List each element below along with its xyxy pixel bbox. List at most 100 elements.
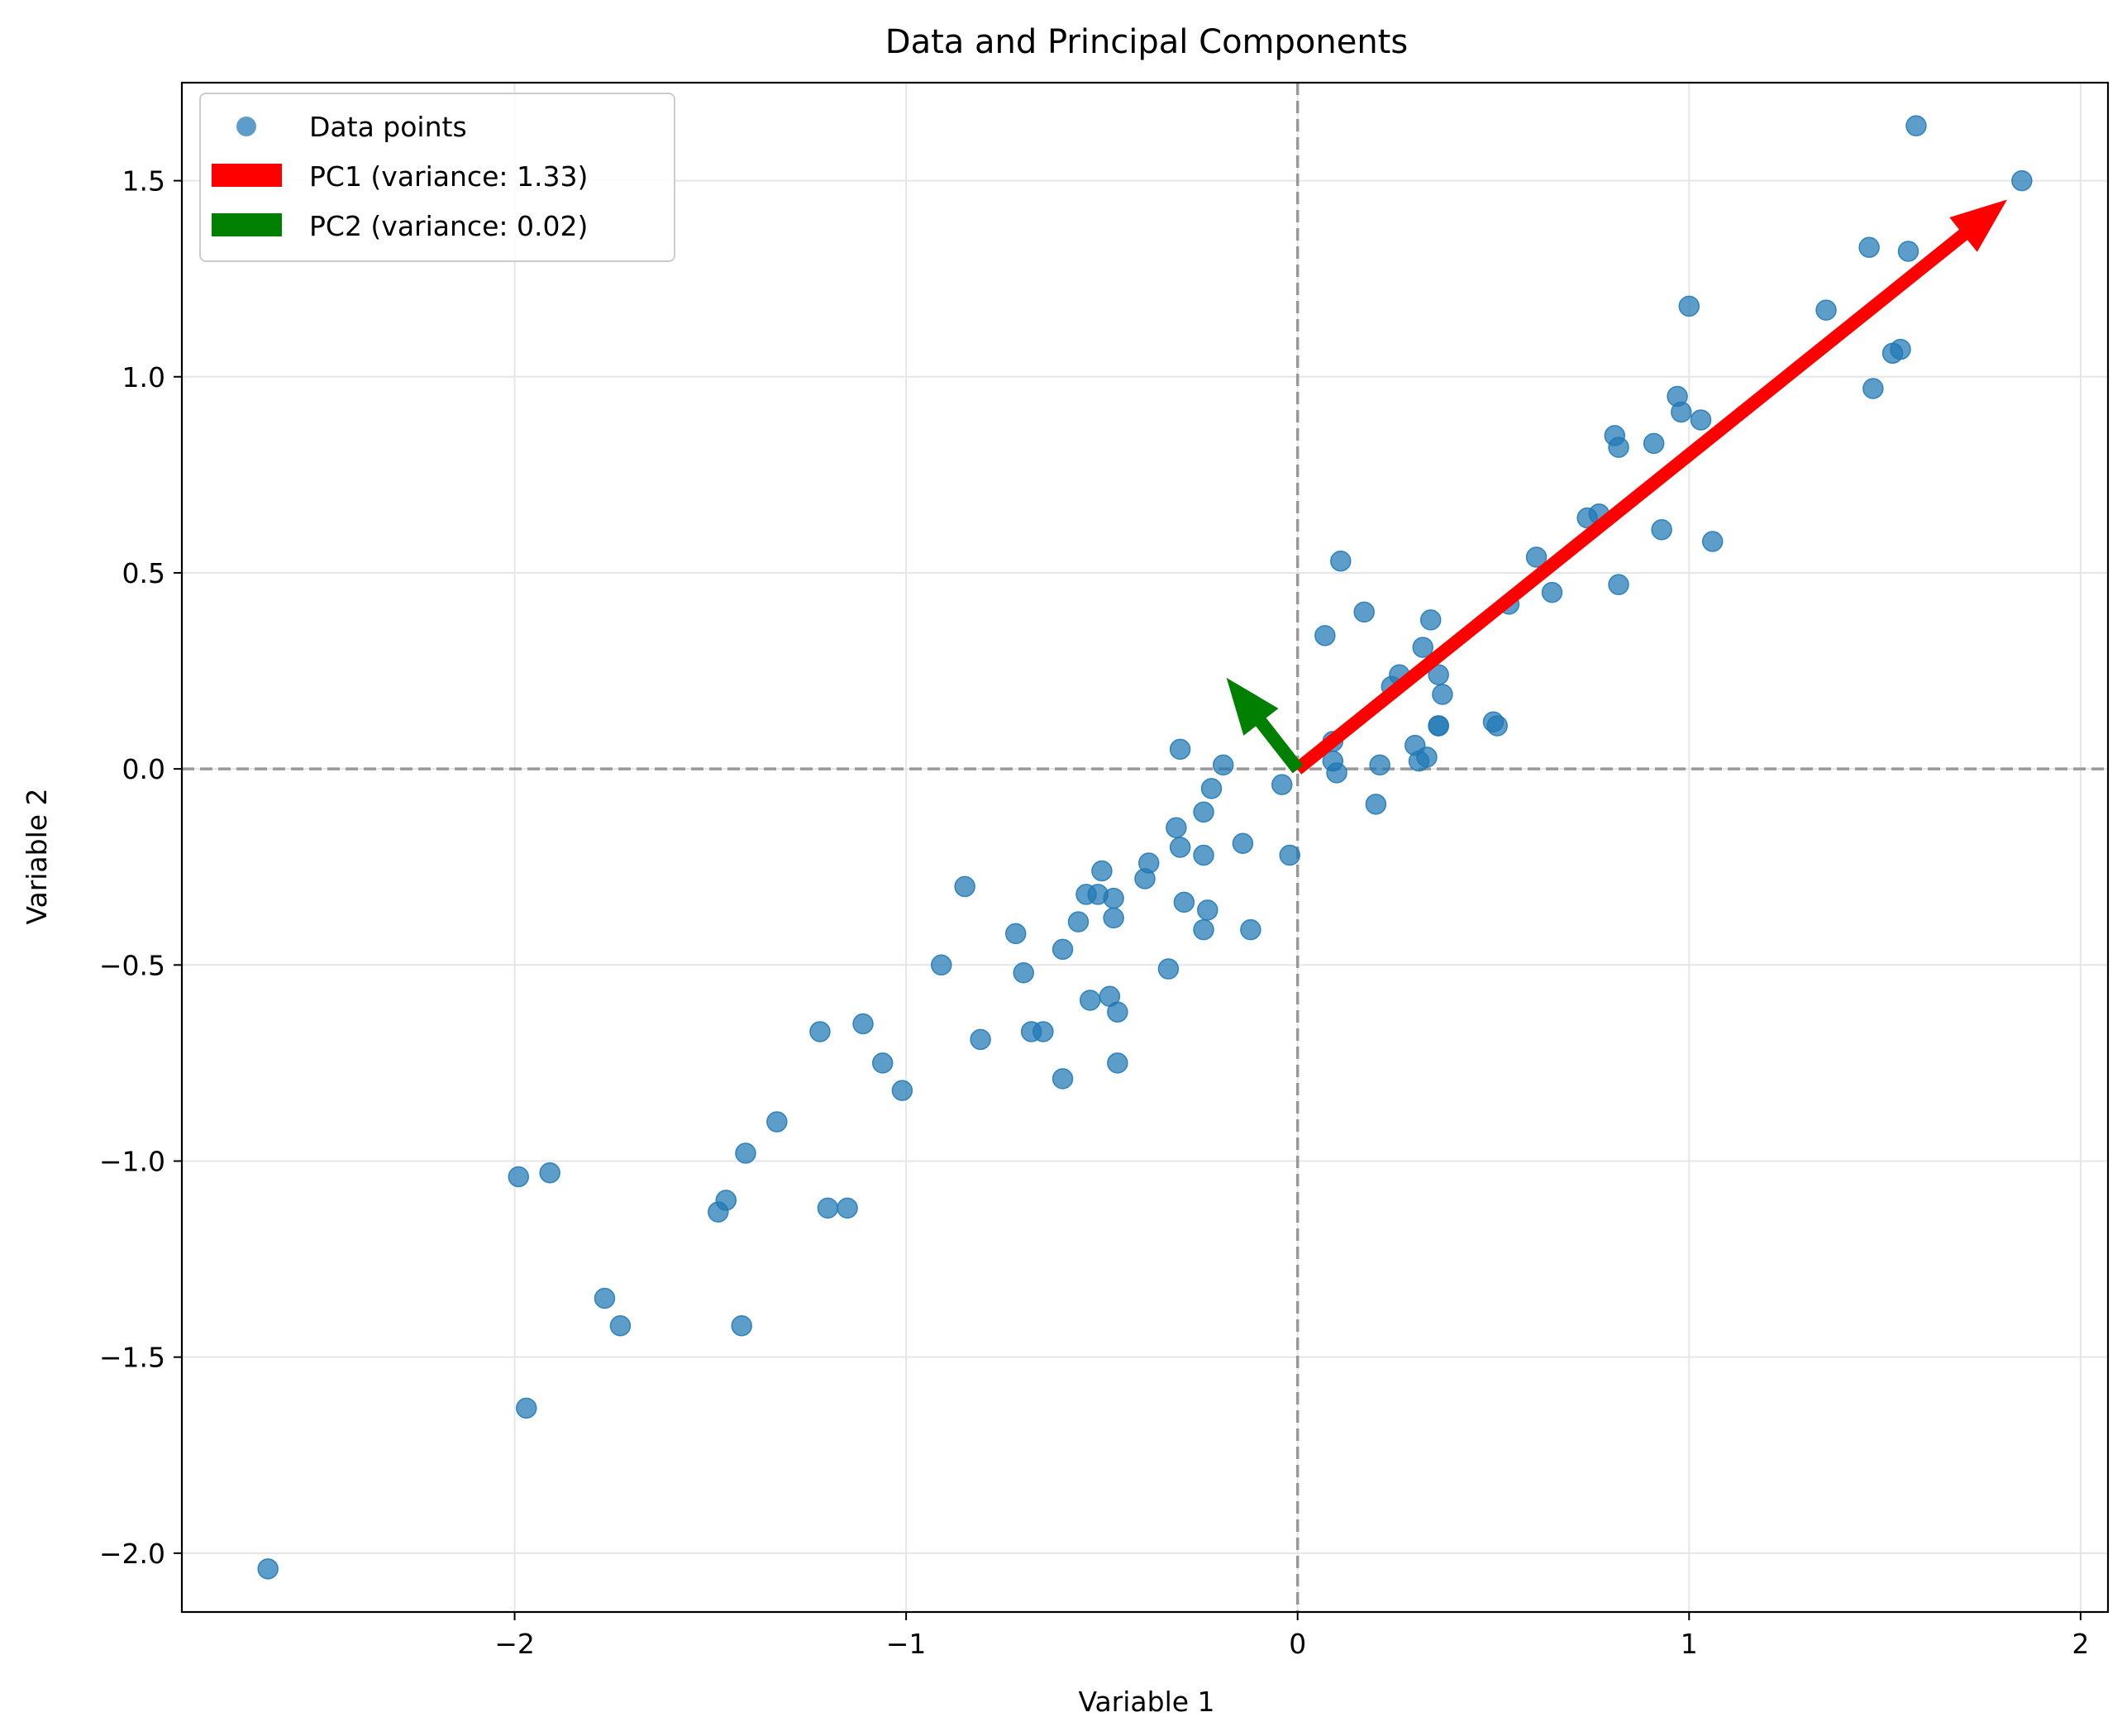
data-point: [837, 1197, 858, 1219]
data-point: [970, 1028, 991, 1051]
legend-label-data-points: Data points: [309, 111, 467, 143]
legend-marker-pc2: [212, 213, 282, 236]
data-point: [1608, 436, 1629, 458]
data-point: [817, 1197, 839, 1219]
data-point: [731, 1314, 752, 1337]
legend: Data points PC1 (variance: 1.33) PC2 (va…: [199, 93, 675, 262]
data-point: [1678, 295, 1700, 317]
data-point: [1212, 754, 1234, 776]
y-tick-label: 1.0: [122, 361, 165, 393]
chart-title: Data and Principal Components: [885, 23, 1408, 61]
data-point: [1193, 918, 1214, 941]
data-point: [1197, 899, 1218, 921]
data-point: [1103, 887, 1124, 909]
plot-frame: [180, 81, 2110, 1614]
data-point: [515, 1397, 537, 1419]
legend-label-pc1: PC1 (variance: 1.33): [309, 160, 588, 193]
data-point: [1033, 1021, 1054, 1042]
data-point: [1193, 844, 1214, 866]
principal-component-arrows: [1226, 199, 2007, 775]
data-point: [1169, 837, 1191, 858]
y-tick-label: −1.5: [99, 1342, 165, 1374]
data-point: [1525, 546, 1548, 568]
y-tick-label: 0.0: [122, 753, 165, 785]
data-point: [1193, 801, 1214, 823]
data-point: [1107, 1052, 1128, 1074]
data-point: [1412, 637, 1433, 658]
data-point: [1897, 241, 1920, 262]
data-point: [1157, 958, 1180, 980]
legend-marker-pc1: [212, 164, 282, 187]
data-point: [1643, 432, 1665, 455]
data-point: [1013, 962, 1034, 984]
data-point: [1091, 860, 1113, 882]
data-point: [1690, 409, 1712, 431]
data-point: [1173, 891, 1195, 913]
y-axis-label: Variable 2: [21, 788, 53, 924]
data-point: [1701, 531, 1724, 552]
data-point: [1651, 519, 1672, 541]
data-point: [1432, 684, 1453, 705]
data-point: [257, 1558, 279, 1580]
data-point: [1271, 774, 1293, 795]
data-point: [1330, 550, 1352, 572]
data-point: [1428, 715, 1449, 737]
legend-label-pc2: PC2 (variance: 0.02): [309, 210, 588, 242]
data-point: [508, 1166, 530, 1188]
data-point: [1815, 299, 1837, 321]
legend-marker-data-points: [236, 117, 256, 136]
data-point: [1416, 746, 1438, 768]
data-point: [1486, 715, 1508, 737]
data-point: [1052, 1068, 1074, 1090]
data-point: [1137, 852, 1160, 874]
data-point: [954, 875, 975, 898]
data-point: [766, 1111, 788, 1133]
data-points: [257, 115, 2033, 1580]
data-point: [1353, 601, 1375, 623]
data-point: [1166, 817, 1187, 839]
x-axis-label: Variable 1: [1078, 1686, 1214, 1718]
y-tick-label: −1.0: [99, 1145, 165, 1177]
x-tick-label: 2: [2072, 1628, 2089, 1660]
data-point: [539, 1161, 560, 1184]
x-tick-label: 1: [1681, 1628, 1698, 1660]
data-point: [1200, 778, 1223, 799]
data-point: [1052, 938, 1074, 961]
y-tick-label: 1.5: [122, 165, 165, 198]
data-point: [1079, 990, 1101, 1011]
data-point: [2011, 169, 2033, 192]
x-tick-label: −1: [886, 1628, 927, 1660]
data-point: [1326, 762, 1347, 784]
data-point: [1232, 832, 1254, 855]
pc2-arrow: [1226, 677, 1304, 774]
data-point: [852, 1013, 874, 1035]
data-point: [1905, 115, 1927, 136]
data-point: [891, 1080, 913, 1101]
data-point: [1103, 907, 1124, 929]
data-point: [1067, 911, 1090, 932]
data-point: [871, 1052, 894, 1074]
data-point: [1419, 609, 1442, 631]
data-point: [1240, 918, 1261, 941]
y-tick-label: −0.5: [99, 949, 165, 981]
data-point: [1858, 236, 1880, 258]
legend-box: [199, 93, 675, 262]
data-point: [1890, 338, 1911, 360]
data-point: [1541, 581, 1563, 603]
y-tick-label: −2.0: [99, 1538, 165, 1570]
data-point: [1107, 1001, 1128, 1023]
data-point: [1314, 625, 1336, 646]
data-point: [1608, 574, 1629, 595]
data-point: [715, 1190, 737, 1211]
data-point: [1365, 794, 1387, 815]
data-point: [1862, 378, 1884, 399]
axis-ticks: −2 −1 0 1 2 −2.0 −1.5 −1.0 −0.5 0.0 0.5 1.0 1.5: [99, 165, 2089, 1660]
data-point: [609, 1314, 632, 1337]
data-point: [930, 954, 952, 976]
x-tick-label: −2: [494, 1628, 535, 1660]
data-point: [1279, 844, 1300, 866]
x-tick-label: 0: [1289, 1628, 1306, 1660]
data-point: [1671, 401, 1692, 423]
data-point: [1004, 923, 1027, 945]
